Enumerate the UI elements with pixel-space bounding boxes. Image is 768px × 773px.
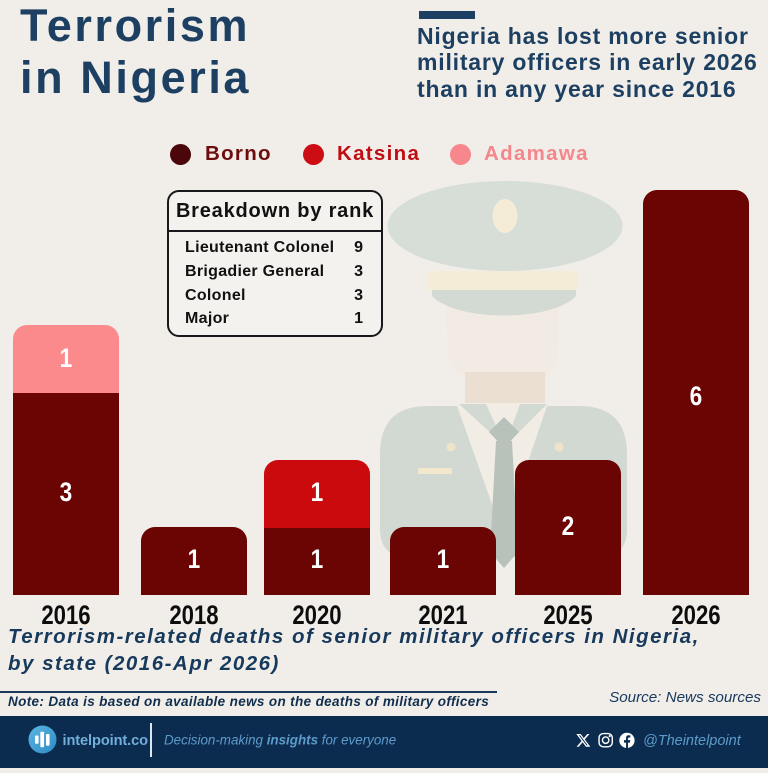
svg-text:@Theintelpoint: @Theintelpoint	[643, 733, 742, 749]
svg-text:intelpoint.co: intelpoint.co	[63, 733, 149, 749]
svg-text:Decision-making insights for e: Decision-making insights for everyone	[164, 733, 396, 748]
